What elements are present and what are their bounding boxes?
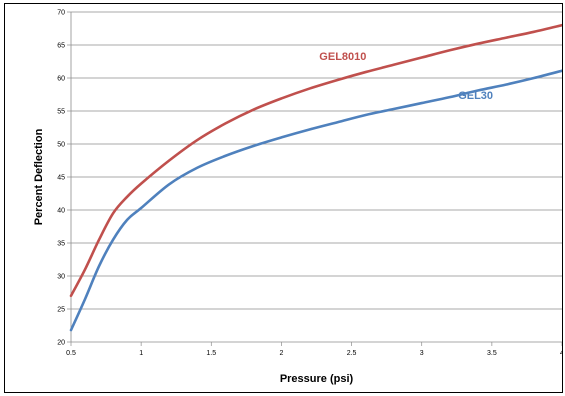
axes <box>67 11 562 346</box>
y-tick-label-30: 30 <box>57 274 65 281</box>
x-tick-labels: 0.5 1 1.5 2 2.5 3 3.5 4 <box>66 350 562 357</box>
y-tick-label-20: 20 <box>57 340 65 347</box>
y-tick-labels: 20 25 30 35 40 45 50 55 60 65 70 <box>57 10 65 347</box>
x-tick-label-2: 2 <box>279 350 283 357</box>
y-tick-label-40: 40 <box>57 208 65 215</box>
x-tick-label-0.5: 0.5 <box>66 350 76 357</box>
x-axis-title: Pressure (psi) <box>280 373 354 385</box>
y-axis-title: Percent Deflection <box>33 128 45 225</box>
x-tick-label-1: 1 <box>139 350 143 357</box>
series-label-gel30: GEL30 <box>458 90 493 102</box>
series-label-gel8010: GEL8010 <box>319 51 366 63</box>
y-tick-label-65: 65 <box>57 43 65 50</box>
y-tick-label-35: 35 <box>57 241 65 248</box>
y-tick-label-70: 70 <box>57 10 65 17</box>
x-tick-label-2.5: 2.5 <box>347 350 357 357</box>
series-line-gel30 <box>69 69 562 332</box>
gridlines <box>71 11 562 310</box>
y-tick-label-50: 50 <box>57 142 65 149</box>
y-tick-label-55: 55 <box>57 109 65 116</box>
series-lines <box>69 23 562 332</box>
y-tick-label-60: 60 <box>57 76 65 83</box>
x-tick-label-3.5: 3.5 <box>487 350 497 357</box>
series-labels: GEL8010 GEL30 <box>319 51 493 102</box>
x-tick-label-1.5: 1.5 <box>206 350 216 357</box>
series-line-gel8010 <box>69 23 562 298</box>
x-tick-label-4: 4 <box>560 350 562 357</box>
x-tick-label-3: 3 <box>420 350 424 357</box>
y-tick-label-45: 45 <box>57 175 65 182</box>
y-tick-label-25: 25 <box>57 307 65 314</box>
